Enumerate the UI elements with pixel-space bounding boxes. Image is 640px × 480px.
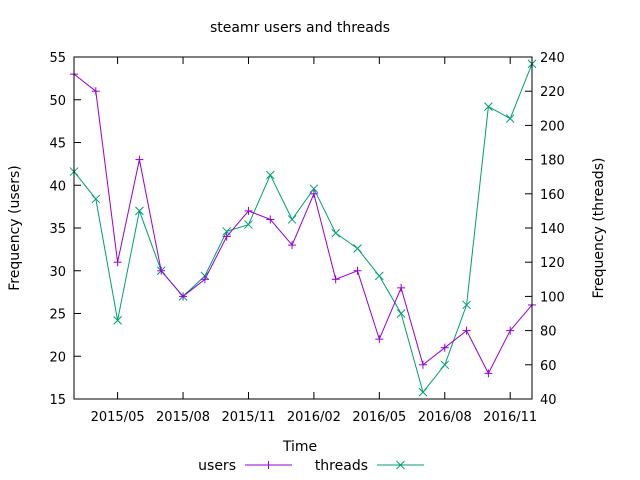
- data-point-threads: [505, 114, 515, 123]
- data-point-threads: [309, 184, 319, 194]
- y2-tick-label: 180: [540, 154, 565, 169]
- series-line-users: [73, 73, 533, 375]
- plot-area: 15 20 25 30 35 40 45 50 55 40 60 80 100 120 140 160 180 2…: [49, 51, 564, 425]
- y2-tick-label: 60: [540, 359, 557, 374]
- marker-stroke: [484, 102, 493, 111]
- data-point-threads: [265, 170, 275, 180]
- y2-tick-label: 220: [540, 85, 565, 100]
- y-tick-label: 30: [49, 265, 66, 280]
- y-axis-title: Frequency (users): [7, 165, 23, 291]
- y2-tick-label: 160: [540, 188, 565, 203]
- y-tick-label: 20: [49, 350, 66, 365]
- legend-marker-threads: [396, 460, 405, 470]
- marker-stroke: [331, 228, 341, 238]
- data-point-threads: [287, 215, 297, 224]
- data-point-threads: [113, 315, 122, 325]
- data-point-users: [179, 292, 188, 301]
- data-point-users: [309, 189, 318, 198]
- data-point-users: [135, 155, 144, 164]
- marker-stroke: [440, 360, 450, 370]
- x-tick-label: 2015/08: [156, 410, 210, 425]
- y2-tick-label: 80: [540, 325, 557, 340]
- data-point-threads: [244, 220, 253, 229]
- y-tick-label: 40: [49, 179, 66, 194]
- y-tick-label: 45: [49, 137, 66, 152]
- y2-tick-label: 240: [540, 51, 565, 66]
- data-point-threads: [135, 206, 144, 216]
- marker-stroke: [396, 309, 406, 318]
- data-point-users: [375, 335, 384, 344]
- marker-stroke: [113, 315, 122, 325]
- x-tick-label: 2016/11: [483, 410, 537, 425]
- legend: users threads: [198, 458, 424, 474]
- data-point-threads: [374, 271, 384, 281]
- data-point-threads: [91, 194, 101, 204]
- data-point-users: [506, 326, 515, 335]
- data-point-threads: [396, 309, 406, 318]
- marker-stroke: [418, 387, 428, 397]
- x-axis-title: Time: [282, 439, 317, 455]
- data-point-users: [244, 206, 253, 215]
- marker-stroke: [505, 114, 515, 123]
- data-point-threads: [484, 102, 493, 111]
- y2-tick-label: 200: [540, 119, 565, 134]
- data-point-users: [222, 232, 231, 241]
- data-point-users: [288, 241, 297, 250]
- legend-label-threads: threads: [315, 458, 368, 474]
- marker-stroke: [91, 194, 101, 204]
- data-point-users: [397, 283, 406, 292]
- x-tick-label: 2016/08: [418, 410, 472, 425]
- x-tick-label: 2016/05: [352, 410, 406, 425]
- y-tick-label: 50: [49, 94, 66, 109]
- data-point-threads: [462, 300, 471, 310]
- y-tick-label: 55: [49, 51, 66, 66]
- data-point-users: [91, 87, 100, 96]
- series-line-threads: [73, 63, 533, 394]
- data-point-users: [200, 275, 209, 284]
- marker-stroke: [396, 460, 405, 470]
- plot-frame: [73, 56, 533, 400]
- data-point-users: [331, 275, 340, 284]
- marker-stroke: [287, 215, 297, 224]
- legend-label-users: users: [198, 458, 236, 474]
- y2-tick-label: 120: [540, 256, 565, 271]
- y-tick-label: 35: [49, 222, 66, 237]
- data-point-users: [353, 266, 362, 275]
- data-point-threads: [353, 244, 362, 253]
- marker-stroke: [135, 206, 144, 216]
- data-point-users: [266, 215, 275, 224]
- marker-stroke: [374, 271, 384, 281]
- data-point-threads: [418, 387, 428, 397]
- y2-tick-label: 100: [540, 290, 565, 305]
- y-tick-label: 15: [49, 393, 66, 408]
- chart-title: steamr users and threads: [210, 20, 390, 36]
- marker-stroke: [309, 184, 319, 194]
- y2-tick-label: 140: [540, 222, 565, 237]
- x-tick-label: 2015/11: [221, 410, 275, 425]
- marker-stroke: [244, 220, 253, 229]
- y-tick-label: 25: [49, 308, 66, 323]
- y2-axis-title: Frequency (threads): [591, 158, 607, 299]
- marker-stroke: [462, 300, 471, 310]
- marker-stroke: [222, 227, 232, 236]
- data-point-users: [418, 360, 427, 369]
- data-point-users: [462, 326, 471, 335]
- marker-stroke: [353, 244, 362, 253]
- marker-stroke: [265, 170, 275, 180]
- legend-marker-users: [264, 461, 273, 469]
- data-point-users: [113, 258, 122, 267]
- data-point-users: [157, 266, 166, 275]
- data-point-threads: [440, 360, 450, 370]
- x-tick-label: 2015/05: [91, 410, 145, 425]
- data-point-users: [440, 343, 449, 352]
- y2-tick-label: 40: [540, 393, 557, 408]
- x-tick-label: 2016/02: [287, 410, 341, 425]
- data-point-users: [484, 369, 493, 378]
- data-point-threads: [331, 228, 341, 238]
